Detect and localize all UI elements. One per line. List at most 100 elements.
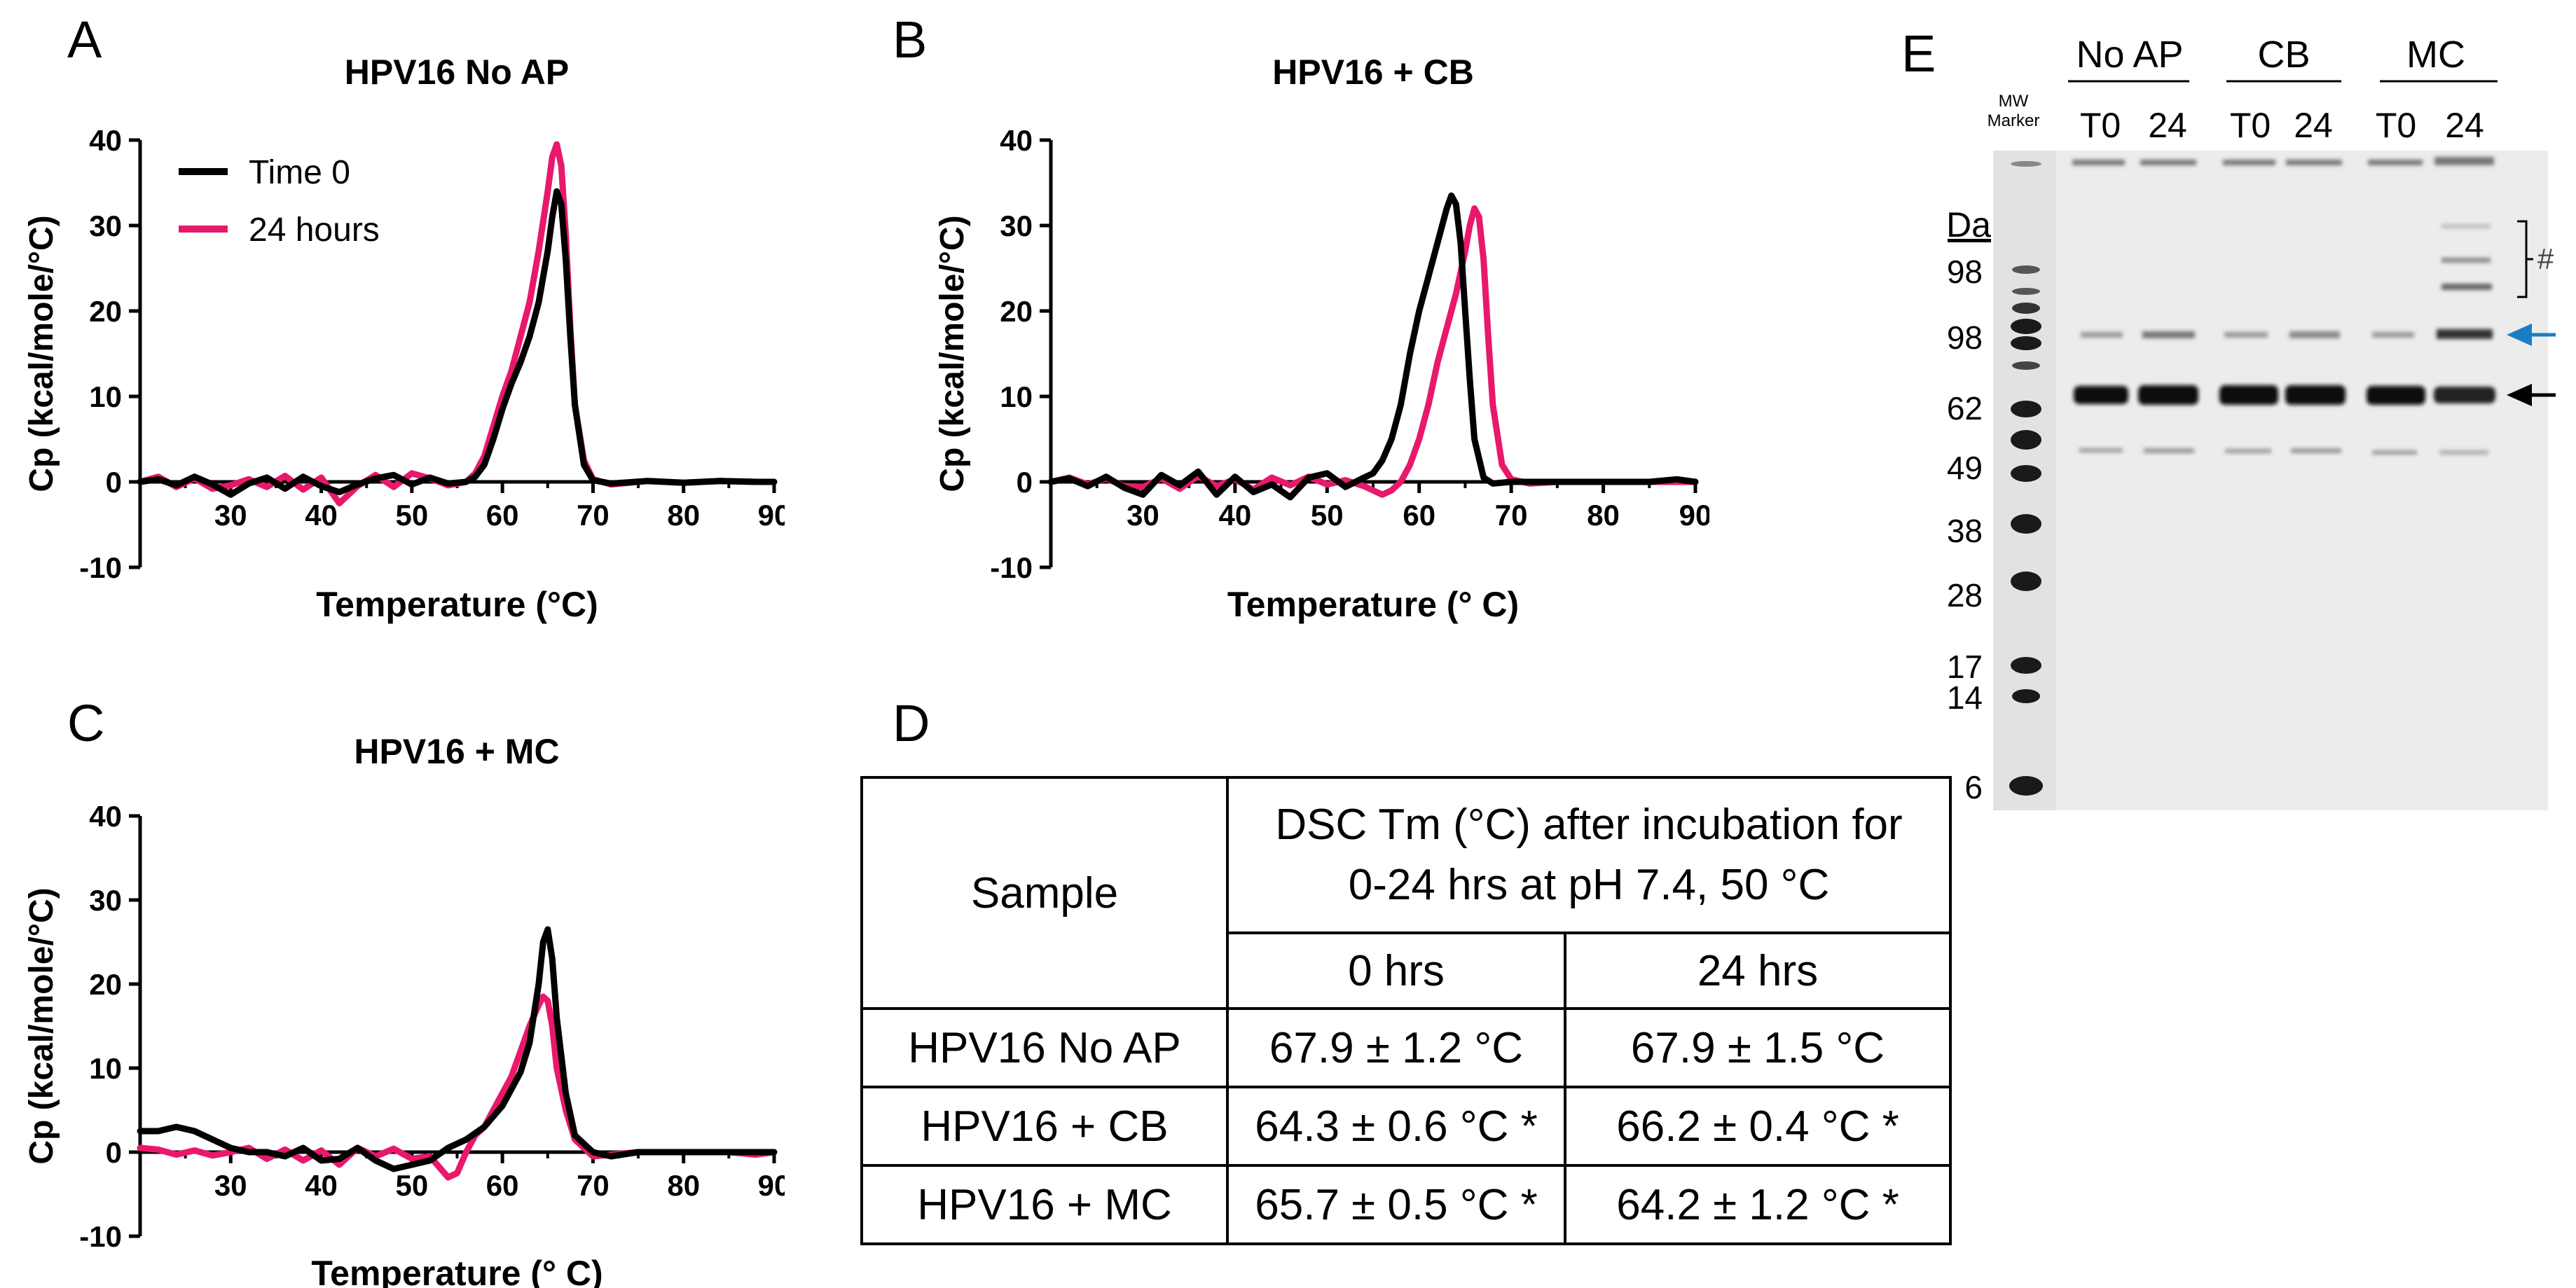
y-tick-label: -10 bbox=[990, 551, 1033, 584]
ladder-band bbox=[2012, 361, 2040, 370]
gel-45kda-bands bbox=[2079, 448, 2488, 455]
ladder-band bbox=[2012, 689, 2040, 703]
chart-title: HPV16 + CB bbox=[1272, 53, 1474, 92]
band bbox=[2441, 258, 2491, 263]
mw-label: 198 bbox=[1948, 254, 1983, 290]
band bbox=[2219, 385, 2278, 405]
panel-letter-b: B bbox=[893, 11, 928, 69]
row-t24: 67.9 ± 1.5 °C bbox=[1564, 1007, 1952, 1088]
x-axis-label: Temperature (° C) bbox=[311, 1254, 602, 1288]
mw-label: 98 bbox=[1948, 319, 1983, 356]
blue-arrow-head bbox=[2507, 324, 2532, 346]
ladder-band bbox=[2011, 430, 2041, 450]
ladder-band bbox=[2012, 303, 2040, 314]
blue-arrow-icon bbox=[2507, 324, 2556, 346]
series-line-time-0 bbox=[137, 188, 778, 498]
band bbox=[2439, 450, 2488, 455]
header-dsc-line2: 0-24 hrs at pH 7.4, 50 °C bbox=[1348, 861, 1830, 909]
mw-label: 49 bbox=[1948, 450, 1983, 486]
gel-lane-label: 24 bbox=[2445, 106, 2484, 145]
band bbox=[2081, 332, 2123, 338]
y-axis-label: Cp (kcal/mole/°C) bbox=[23, 215, 60, 492]
mw-label: 17 bbox=[1948, 649, 1983, 685]
y-axis-label: Cp (kcal/mole/°C) bbox=[934, 215, 971, 492]
y-tick-label: 30 bbox=[89, 884, 122, 917]
table-row: HPV16 No AP 67.9 ± 1.2 °C 67.9 ± 1.5 °C bbox=[860, 1007, 1952, 1088]
y-tick-label: 40 bbox=[1000, 124, 1033, 157]
x-tick-label: 90 bbox=[1679, 499, 1709, 532]
x-tick-label: 30 bbox=[1127, 499, 1159, 532]
chart-title: HPV16 + MC bbox=[354, 732, 559, 771]
row-sample: HPV16 No AP bbox=[860, 1007, 1229, 1088]
chart-hpv16-cb: HPV16 + CB -10 0 10 20 30 40 30 40 50 60 70 80 90 Tem… bbox=[934, 53, 1709, 624]
x-tick-label: 60 bbox=[486, 499, 519, 532]
well bbox=[2140, 160, 2196, 165]
band bbox=[2372, 332, 2414, 338]
panel-letter-e: E bbox=[1901, 25, 1936, 83]
gel-aggregate-bands bbox=[2441, 224, 2492, 290]
header-dsc: DSC Tm (°C) after incubation for 0-24 hr… bbox=[1226, 776, 1952, 934]
gel-lane-label: T0 bbox=[2230, 106, 2271, 145]
mw-label: 6 bbox=[1964, 769, 1983, 805]
ladder-band bbox=[2011, 465, 2041, 482]
x-tick-label: 30 bbox=[214, 499, 247, 532]
marker-ladder bbox=[2009, 161, 2043, 796]
y-tick-label: 20 bbox=[89, 295, 122, 328]
header-sample: Sample bbox=[860, 776, 1229, 1010]
ladder-band bbox=[2011, 657, 2041, 674]
y-tick-label: 0 bbox=[106, 466, 122, 499]
y-tick-label: 40 bbox=[89, 800, 122, 833]
row-t24: 66.2 ± 0.4 °C * bbox=[1564, 1086, 1952, 1167]
black-arrow-icon bbox=[2507, 384, 2556, 406]
gel-98kda-bands bbox=[2081, 329, 2493, 339]
header-0hrs: 0 hrs bbox=[1226, 932, 1566, 1010]
gel-lane-label: T0 bbox=[2080, 106, 2121, 145]
y-tick-label: 10 bbox=[1000, 380, 1033, 413]
well bbox=[2434, 157, 2494, 165]
x-axis-label: Temperature (° C) bbox=[1227, 585, 1519, 624]
x-tick-label: 80 bbox=[667, 499, 700, 532]
y-tick-label: 0 bbox=[106, 1136, 122, 1169]
x-tick-label: 70 bbox=[577, 499, 609, 532]
y-tick-label: 20 bbox=[1000, 295, 1033, 328]
ladder-band bbox=[2009, 776, 2043, 796]
x-tick-label: 40 bbox=[305, 1169, 338, 1202]
chart-hpv16-mc: HPV16 + MC -10 0 10 20 30 40 30 40 50 60 70 80 90 Tem… bbox=[23, 732, 785, 1288]
y-tick-label: 20 bbox=[89, 968, 122, 1001]
gel-lane-label: T0 bbox=[2376, 106, 2416, 145]
y-axis-label: Cp (kcal/mole/°C) bbox=[23, 887, 60, 1164]
x-tick-label: 40 bbox=[1218, 499, 1251, 532]
y-tick-label: 40 bbox=[89, 124, 122, 157]
x-tick-label: 80 bbox=[1587, 499, 1620, 532]
band bbox=[2437, 329, 2493, 339]
table-row: HPV16 + CB 64.3 ± 0.6 °C * 66.2 ± 0.4 °C… bbox=[860, 1086, 1952, 1167]
band bbox=[2144, 448, 2194, 453]
band bbox=[2074, 386, 2128, 404]
y-tick-label: -10 bbox=[79, 551, 122, 584]
gel-image bbox=[1993, 151, 2548, 810]
legend-label-time0: Time 0 bbox=[249, 154, 350, 191]
gel-lane-label: 24 bbox=[2148, 106, 2187, 145]
y-tick-label: 0 bbox=[1017, 466, 1033, 499]
gel-group-label-noap: No AP bbox=[2076, 34, 2183, 76]
dsc-tm-table: Sample DSC Tm (°C) after incubation for … bbox=[860, 776, 1952, 1245]
mw-label: 14 bbox=[1948, 679, 1983, 716]
table-row: HPV16 + MC 65.7 ± 0.5 °C * 64.2 ± 1.2 °C… bbox=[860, 1164, 1952, 1245]
x-tick-label: 50 bbox=[395, 499, 428, 532]
x-tick-label: 50 bbox=[395, 1169, 428, 1202]
ladder-band bbox=[2011, 319, 2041, 334]
y-tick-label: 30 bbox=[89, 209, 122, 242]
header-dsc-line1: DSC Tm (°C) after incubation for bbox=[1275, 801, 1903, 849]
ladder-band bbox=[2011, 336, 2041, 350]
well bbox=[2072, 160, 2125, 165]
chart-title: HPV16 No AP bbox=[345, 53, 569, 92]
mw-label: 38 bbox=[1948, 513, 1983, 549]
row-t0: 64.3 ± 0.6 °C * bbox=[1226, 1086, 1566, 1167]
series-line-time-0 bbox=[137, 926, 778, 1172]
table-header-row: Sample DSC Tm (°C) after incubation for … bbox=[860, 776, 1952, 1010]
panel-letter-d: D bbox=[893, 694, 930, 752]
band bbox=[2224, 332, 2268, 338]
x-tick-label: 40 bbox=[305, 499, 338, 532]
band bbox=[2142, 331, 2195, 338]
band bbox=[2441, 224, 2491, 228]
